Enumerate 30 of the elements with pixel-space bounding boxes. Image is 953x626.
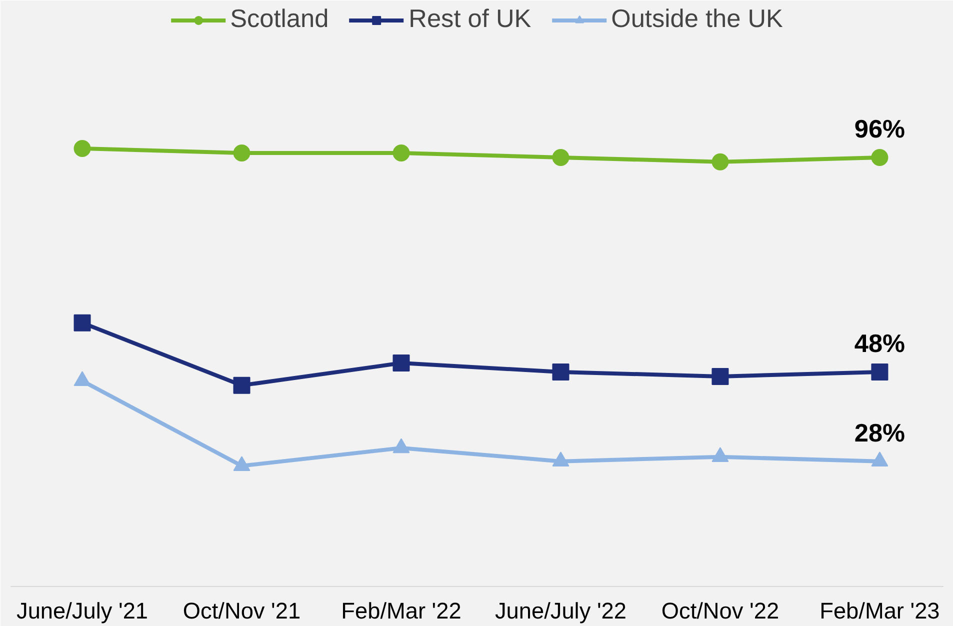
point [392,144,410,162]
data-label: 28% [854,419,906,448]
point [392,354,410,372]
x-tick-label: June/July '22 [494,598,627,624]
point [712,368,729,385]
point [871,148,888,166]
point [712,153,729,170]
x-tick-label: Feb/Mar '23 [820,598,940,624]
legend-label: Rest of UK [408,5,532,34]
point [74,314,91,332]
x-tick-label: Oct/Nov '22 [661,598,780,624]
point [871,452,888,466]
point [392,438,410,454]
point [552,148,570,166]
point [712,447,729,462]
point [74,140,91,157]
point [233,456,250,471]
data-label: 48% [854,330,906,358]
point [233,376,250,394]
legend-label: Outside the UK [611,5,783,34]
point [552,452,570,466]
x-tick-label: Oct/Nov '21 [182,598,301,624]
data-label: 96% [854,115,906,144]
x-tick-label: June/July '21 [16,598,148,624]
x-tick-label: Feb/Mar '22 [341,598,462,624]
point [552,363,570,380]
point [871,363,888,380]
point [233,144,250,162]
point [74,371,91,386]
legend-label: Scotland [230,5,329,34]
